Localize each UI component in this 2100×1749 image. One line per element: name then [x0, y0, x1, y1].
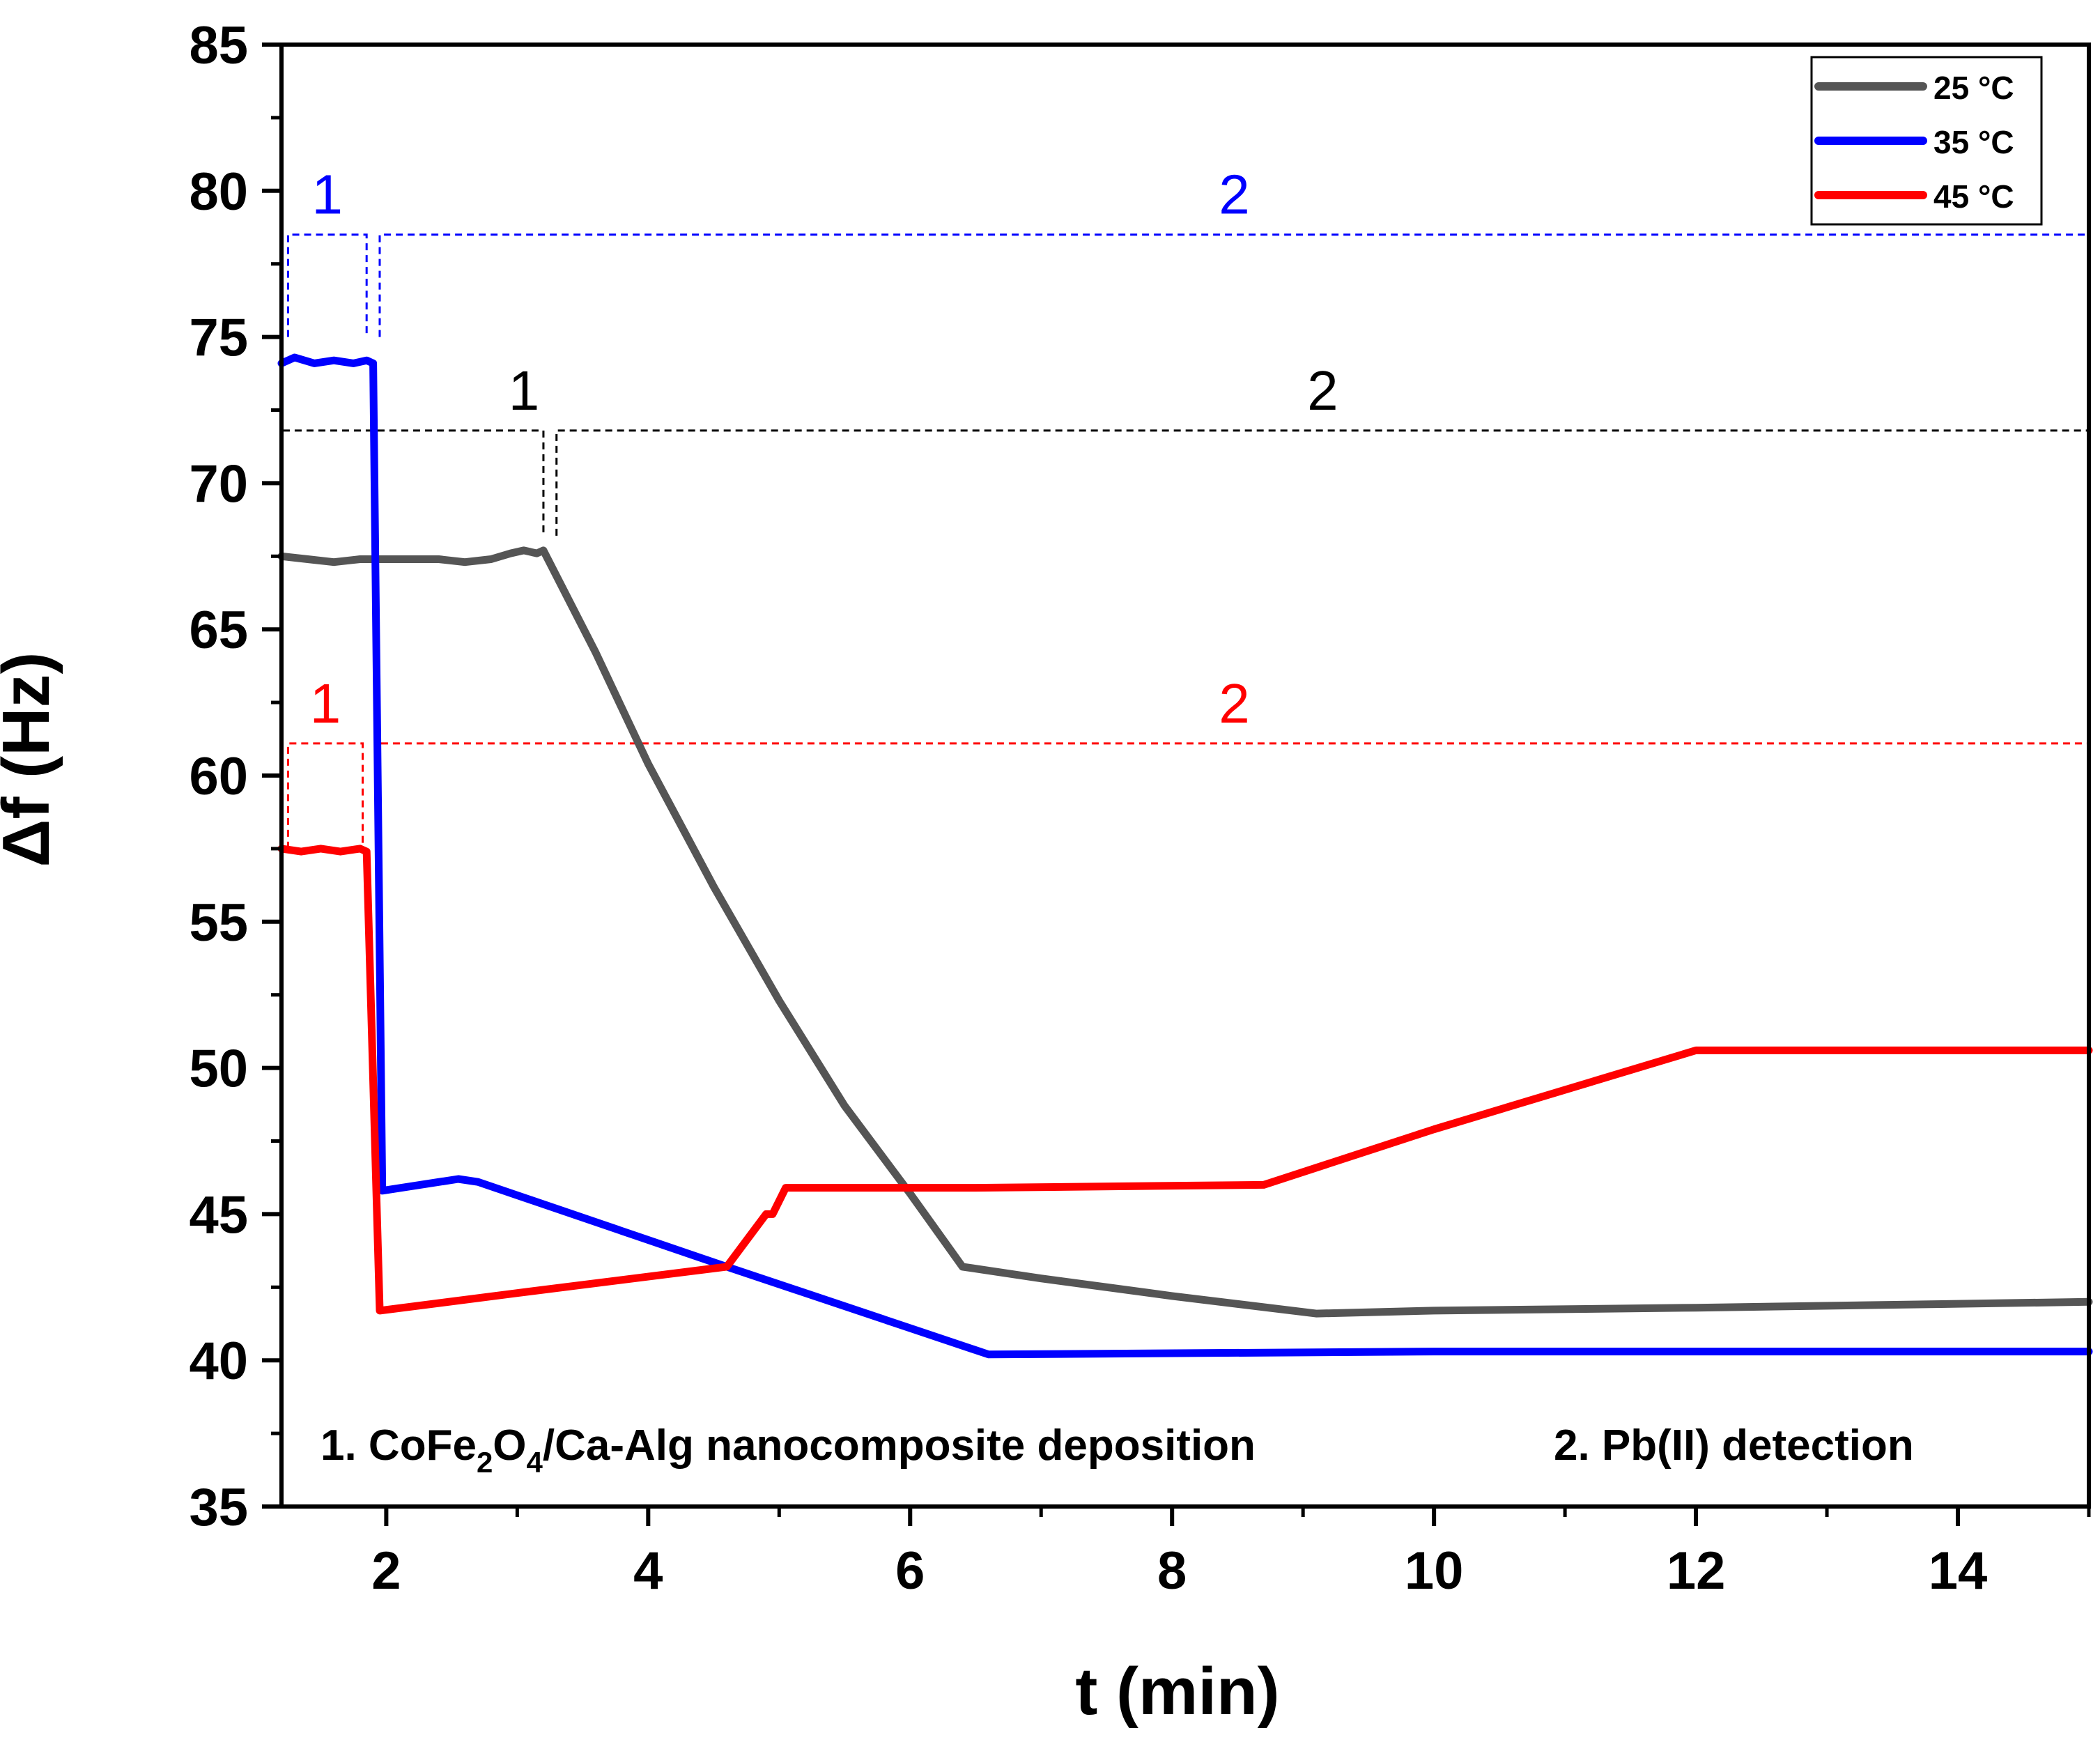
annotation-deposition: 1. CoFe2O4/Ca-Alg nanocomposite depositi…: [321, 1421, 1256, 1479]
region-45-label-2: 2: [1219, 672, 1250, 734]
y-tick-label-40: 40: [189, 1332, 248, 1391]
region-45-bracket-1: [286, 742, 364, 849]
annotation-deposition-sub2: 4: [527, 1446, 543, 1479]
region-25-bracket-1: [280, 429, 545, 536]
region-35-bracket-2: [378, 233, 2090, 337]
x-tick-label-12: 12: [1667, 1541, 1726, 1601]
region-brackets: 1 2 1 2 1 2: [280, 164, 2090, 849]
y-tick-label-50: 50: [189, 1040, 248, 1099]
y-tick-label-80: 80: [189, 162, 248, 222]
x-tick-label-2: 2: [371, 1541, 401, 1601]
annotation-deposition-prefix: 1. CoFe: [321, 1421, 477, 1470]
region-45-bracket-2: [378, 742, 2090, 849]
y-tick-label-55: 55: [189, 893, 248, 953]
annotation-deposition-suffix: /Ca-Alg nanocomposite deposition: [543, 1421, 1256, 1470]
legend: 25 °C 35 °C 45 °C: [1810, 56, 2043, 226]
legend-label-35: 35 °C: [1933, 124, 2014, 160]
legend-label-45: 45 °C: [1933, 178, 2014, 215]
series-lines: [277, 353, 2093, 1359]
x-tick-label-10: 10: [1405, 1541, 1464, 1601]
annotation-deposition-sub1: 2: [477, 1446, 493, 1479]
y-axis-title: Δf (Hz): [0, 652, 63, 868]
region-25-label-1: 1: [509, 360, 540, 422]
axis-ticks: [262, 43, 2091, 1526]
region-45-label-1: 1: [310, 672, 341, 734]
series-line-25: [277, 546, 2093, 1318]
region-35-label-1: 1: [312, 164, 343, 226]
y-tick-label-70: 70: [189, 454, 248, 514]
y-tick-label-65: 65: [189, 601, 248, 660]
region-25-bracket-2: [555, 429, 2090, 536]
legend-label-25: 25 °C: [1933, 70, 2014, 106]
y-tick-label-75: 75: [189, 309, 248, 368]
y-tick-label-85: 85: [189, 16, 248, 75]
annotation-deposition-mid: O: [493, 1421, 526, 1470]
y-tick-label-35: 35: [189, 1478, 248, 1537]
x-tick-label-8: 8: [1157, 1541, 1187, 1601]
x-tick-label-4: 4: [633, 1541, 663, 1601]
x-tick-label-6: 6: [895, 1541, 925, 1601]
region-25-label-2: 2: [1307, 360, 1338, 422]
x-axis-title: t (min): [1075, 1654, 1279, 1729]
x-tick-label-14: 14: [1929, 1541, 1988, 1601]
series-line-45: [277, 845, 2093, 1315]
annotation-detection: 2. Pb(II) detection: [1554, 1421, 1914, 1470]
region-35-bracket-1: [286, 233, 368, 337]
y-tick-label-60: 60: [189, 747, 248, 806]
y-tick-label-45: 45: [189, 1185, 248, 1245]
region-35-label-2: 2: [1219, 164, 1250, 226]
series-line-35: [277, 353, 2093, 1359]
